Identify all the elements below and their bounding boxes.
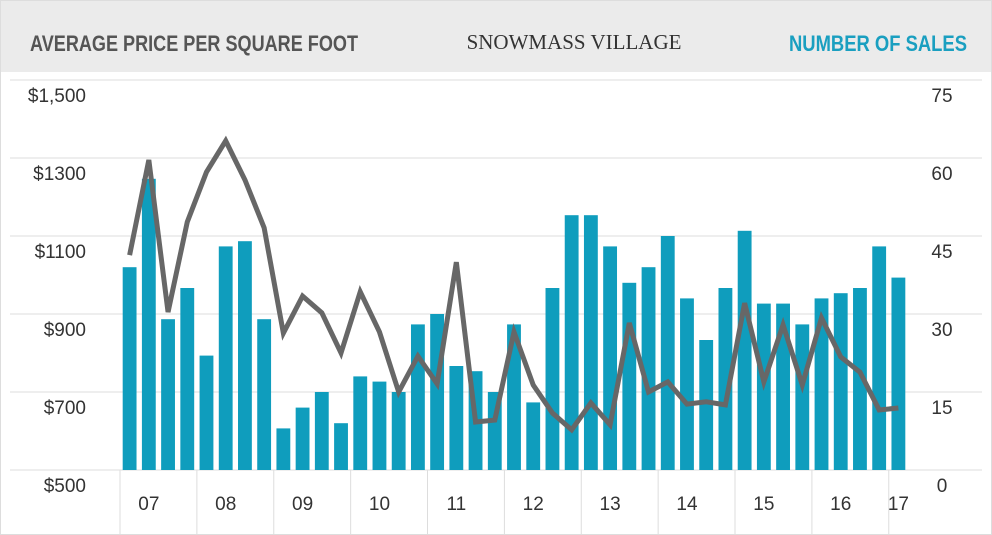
bar [391, 392, 406, 470]
bar [334, 423, 348, 470]
bar [737, 230, 752, 470]
y2-tick-label: 45 [931, 242, 952, 263]
bar [622, 282, 637, 470]
bar [122, 267, 137, 470]
x-tick-label: 11 [446, 494, 466, 515]
y-tick-label: $1300 [33, 164, 86, 185]
y2-tick-label: 75 [931, 86, 952, 107]
price-line [127, 135, 899, 434]
bar [872, 246, 887, 470]
x-tick-label: 16 [830, 494, 851, 515]
bar [314, 392, 329, 470]
y2-title: NUMBER OF SALES [789, 31, 967, 56]
bar [141, 178, 156, 471]
chart-title: AVERAGE PRICE PER SQUARE FOOT [30, 31, 358, 56]
y-tick-label: $1,500 [28, 86, 86, 107]
x-tick-label: 17 [888, 494, 909, 515]
header-band [0, 0, 992, 72]
bar [891, 277, 906, 470]
y-tick-label: $900 [44, 320, 86, 341]
x-tick-label: 07 [138, 494, 159, 515]
bar [218, 246, 233, 470]
bar [833, 293, 848, 470]
chart-subtitle: SNOWMASS VILLAGE [467, 30, 682, 54]
bar [545, 288, 560, 470]
bar [295, 407, 310, 470]
bar [660, 236, 675, 470]
bar [564, 215, 579, 470]
x-tick-label: 09 [292, 494, 313, 515]
bar [180, 288, 195, 470]
bar [353, 376, 368, 470]
bar [583, 215, 598, 470]
bar [507, 324, 521, 470]
bar [718, 288, 733, 470]
bar [814, 298, 829, 470]
y-tick-label: $700 [44, 398, 86, 419]
bar [603, 246, 618, 470]
bar [372, 381, 387, 470]
y2-tick-label: 0 [937, 476, 948, 497]
bar [449, 366, 464, 470]
bar [526, 402, 541, 470]
bar [410, 324, 425, 470]
bar [257, 319, 272, 470]
x-tick-label: 14 [676, 494, 698, 515]
y2-tick-label: 30 [931, 320, 952, 341]
x-tick-label: 10 [369, 494, 390, 515]
x-tick-label: 15 [753, 494, 774, 515]
bar [641, 267, 656, 470]
y2-tick-label: 15 [931, 398, 952, 419]
bar [776, 303, 790, 470]
x-tick-label: 08 [215, 494, 236, 515]
bar [795, 324, 810, 470]
y2-tick-label: 60 [931, 164, 952, 185]
y-tick-label: $1100 [35, 242, 86, 263]
bar [199, 355, 214, 470]
x-tick-label: 12 [523, 494, 544, 515]
x-tick-label: 13 [600, 494, 621, 515]
bar [699, 340, 714, 470]
bar [853, 288, 867, 470]
bar [276, 428, 291, 470]
y-tick-label: $500 [44, 476, 86, 497]
bar [161, 319, 175, 470]
bar [238, 241, 252, 470]
bar [680, 298, 694, 470]
